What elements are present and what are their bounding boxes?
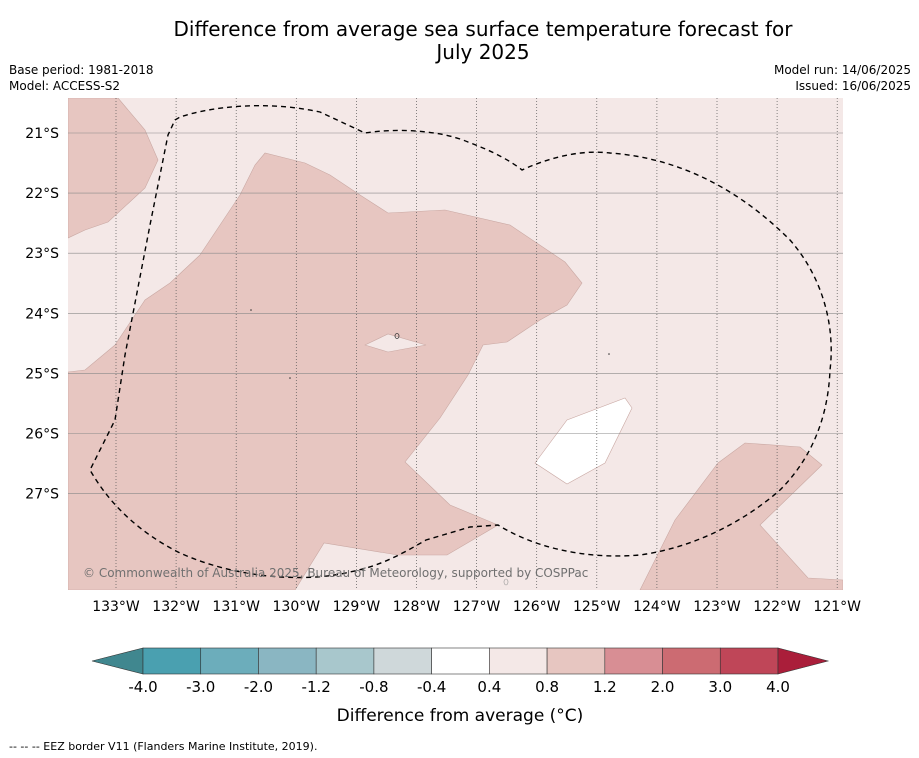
island-marker bbox=[394, 333, 400, 339]
latitude-label: 22°S bbox=[25, 186, 59, 202]
latitude-label: 24°S bbox=[25, 306, 59, 322]
colorbar-tick-label: 1.2 bbox=[593, 678, 617, 696]
colorbar-segment bbox=[489, 647, 548, 675]
issued-date: Issued: 16/06/2025 bbox=[795, 79, 911, 93]
eez-border bbox=[89, 105, 832, 579]
colorbar-tick-label: 0.4 bbox=[477, 678, 501, 696]
longitude-label: 130°W bbox=[273, 599, 321, 615]
model-run: Model run: 14/06/2025 bbox=[773, 63, 911, 77]
colorbar-tick-labels: -4.0 -3.0 -2.0 -1.2 -0.8 -0.4 0.4 0.8 1.2 2.0 3.0 4… bbox=[128, 678, 790, 696]
colorbar-tick-label: -3.0 bbox=[186, 678, 215, 696]
longitude-label: 125°W bbox=[573, 599, 621, 615]
colorbar-tick-label: -0.8 bbox=[359, 678, 388, 696]
colorbar-tick-label: -1.2 bbox=[302, 678, 331, 696]
colorbar-title: Difference from average (°C) bbox=[337, 706, 584, 726]
island-marker bbox=[289, 377, 291, 379]
meta-right: Model run: 14/06/2025 Issued: 16/06/2025 bbox=[774, 62, 911, 94]
colorbar-tick-label: 3.0 bbox=[708, 678, 732, 696]
longitude-label: 132°W bbox=[152, 599, 200, 615]
anomaly-band-neutral bbox=[534, 397, 633, 485]
colorbar-tick-label: -2.0 bbox=[244, 678, 273, 696]
latitude-labels: 21°S 22°S 23°S 24°S 25°S 26°S 27°S bbox=[25, 126, 59, 503]
map-title-line2: July 2025 bbox=[436, 40, 530, 64]
colorbar-segment bbox=[315, 647, 375, 675]
longitude-label: 126°W bbox=[513, 599, 561, 615]
colorbar-extend-low bbox=[91, 647, 144, 675]
eez-footnote: -- -- -- EEZ border V11 (Flanders Marine… bbox=[9, 740, 318, 753]
colorbar-segment bbox=[431, 647, 490, 675]
longitude-label: 122°W bbox=[753, 599, 801, 615]
colorbar-tick-label: 4.0 bbox=[766, 678, 790, 696]
colorbar-segment bbox=[719, 647, 779, 675]
colorbar-segment bbox=[142, 647, 202, 675]
island-marker bbox=[503, 578, 509, 586]
latitude-label: 27°S bbox=[25, 487, 59, 503]
anomaly-band-mid-bottomright bbox=[639, 442, 843, 590]
longitude-label: 128°W bbox=[393, 599, 441, 615]
longitude-label: 123°W bbox=[693, 599, 741, 615]
longitude-label: 124°W bbox=[633, 599, 681, 615]
meta-left: Base period: 1981-2018 Model: ACCESS-S2 bbox=[9, 62, 154, 94]
latitude-label: 25°S bbox=[25, 366, 59, 382]
map-title: Difference from average sea surface temp… bbox=[0, 18, 919, 64]
longitude-label: 129°W bbox=[333, 599, 381, 615]
longitude-label: 127°W bbox=[453, 599, 501, 615]
colorbar-segment bbox=[662, 647, 721, 675]
base-period: Base period: 1981-2018 bbox=[9, 63, 154, 77]
colorbar bbox=[91, 647, 830, 675]
longitude-label: 131°W bbox=[212, 599, 260, 615]
colorbar-tick-label: 2.0 bbox=[651, 678, 675, 696]
model-name: Model: ACCESS-S2 bbox=[9, 79, 121, 93]
colorbar-segment bbox=[546, 647, 606, 675]
colorbar-tick-label: 0.8 bbox=[535, 678, 559, 696]
latitude-label: 26°S bbox=[25, 427, 59, 443]
colorbar-segment bbox=[258, 647, 317, 675]
colorbar-tick-label: -4.0 bbox=[128, 678, 157, 696]
map-area: © Commonwealth of Australia 2025, Bureau… bbox=[68, 98, 843, 590]
island-marker bbox=[250, 309, 252, 311]
colorbar-extend-high bbox=[777, 647, 830, 675]
graticule bbox=[68, 98, 843, 590]
colorbar-tick-label: -0.4 bbox=[417, 678, 446, 696]
anomaly-patch-small bbox=[364, 333, 427, 353]
latitude-label: 21°S bbox=[25, 126, 59, 142]
copyright-notice: © Commonwealth of Australia 2025, Bureau… bbox=[83, 566, 588, 580]
latitude-label: 23°S bbox=[25, 246, 59, 262]
longitude-labels: 133°W 132°W 131°W 130°W 129°W 128°W 127°W 126°W… bbox=[92, 599, 861, 615]
map-title-line1: Difference from average sea surface temp… bbox=[173, 17, 793, 41]
colorbar-segment bbox=[604, 647, 663, 675]
colorbar-segment bbox=[373, 647, 432, 675]
longitude-label: 133°W bbox=[92, 599, 140, 615]
island-marker bbox=[608, 353, 610, 355]
colorbar-segment bbox=[200, 647, 259, 675]
longitude-label: 121°W bbox=[813, 599, 861, 615]
anomaly-band-mid-central bbox=[68, 152, 583, 590]
